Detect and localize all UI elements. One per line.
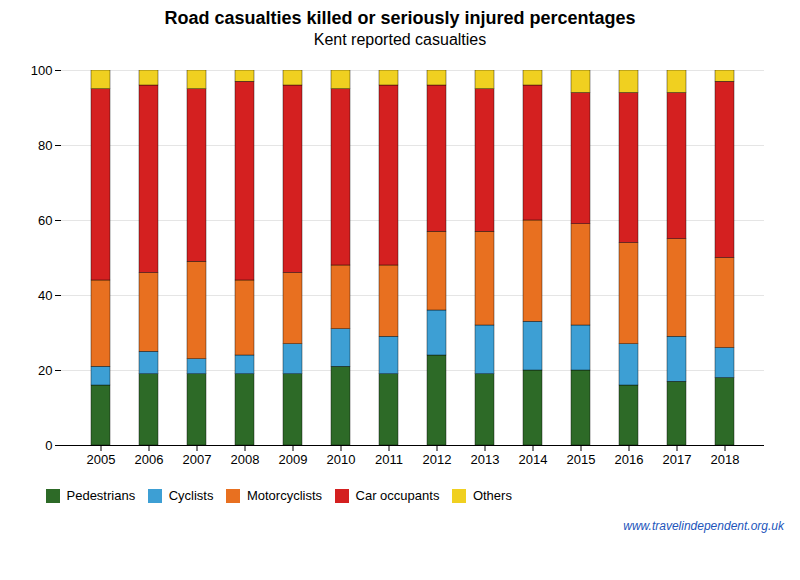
html-text:Kent reported casualties: Kent reported casualties — [313, 31, 487, 48]
svg-text:2015: 2015 — [567, 452, 596, 467]
svg-text:20: 20 — [38, 363, 52, 378]
svg-text:2016: 2016 — [615, 452, 644, 467]
svg-text:2011: 2011 — [375, 452, 403, 467]
html-text:Others: Others — [472, 488, 512, 503]
svg-text:100: 100 — [31, 63, 53, 78]
html-text:www.travelindependent.org.uk: www.travelindependent.org.uk — [623, 518, 784, 533]
svg-text:0: 0 — [45, 438, 52, 453]
svg-text:2012: 2012 — [423, 452, 452, 467]
svg-text:2018: 2018 — [711, 452, 740, 467]
svg-text:60: 60 — [38, 213, 52, 228]
svg-text:2013: 2013 — [471, 452, 500, 467]
svg-text:2008: 2008 — [231, 452, 260, 467]
html-text:Car occupants: Car occupants — [355, 488, 440, 503]
svg-text:2005: 2005 — [87, 452, 116, 467]
svg-text:2006: 2006 — [135, 452, 164, 467]
svg-text:2007: 2007 — [183, 452, 212, 467]
html-text:Pedestrians: Pedestrians — [66, 488, 136, 503]
html-text:Motorcyclists: Motorcyclists — [246, 488, 323, 503]
svg-text:80: 80 — [38, 138, 52, 153]
html-text:Road casualties killed or seri: Road casualties killed or seriously inju… — [164, 8, 636, 28]
svg-text:2017: 2017 — [663, 452, 692, 467]
svg-text:40: 40 — [38, 288, 52, 303]
svg-text:2010: 2010 — [327, 452, 356, 467]
html-text:Cyclists: Cyclists — [168, 488, 214, 503]
svg-text:2009: 2009 — [279, 452, 308, 467]
svg-text:2014: 2014 — [519, 452, 548, 467]
